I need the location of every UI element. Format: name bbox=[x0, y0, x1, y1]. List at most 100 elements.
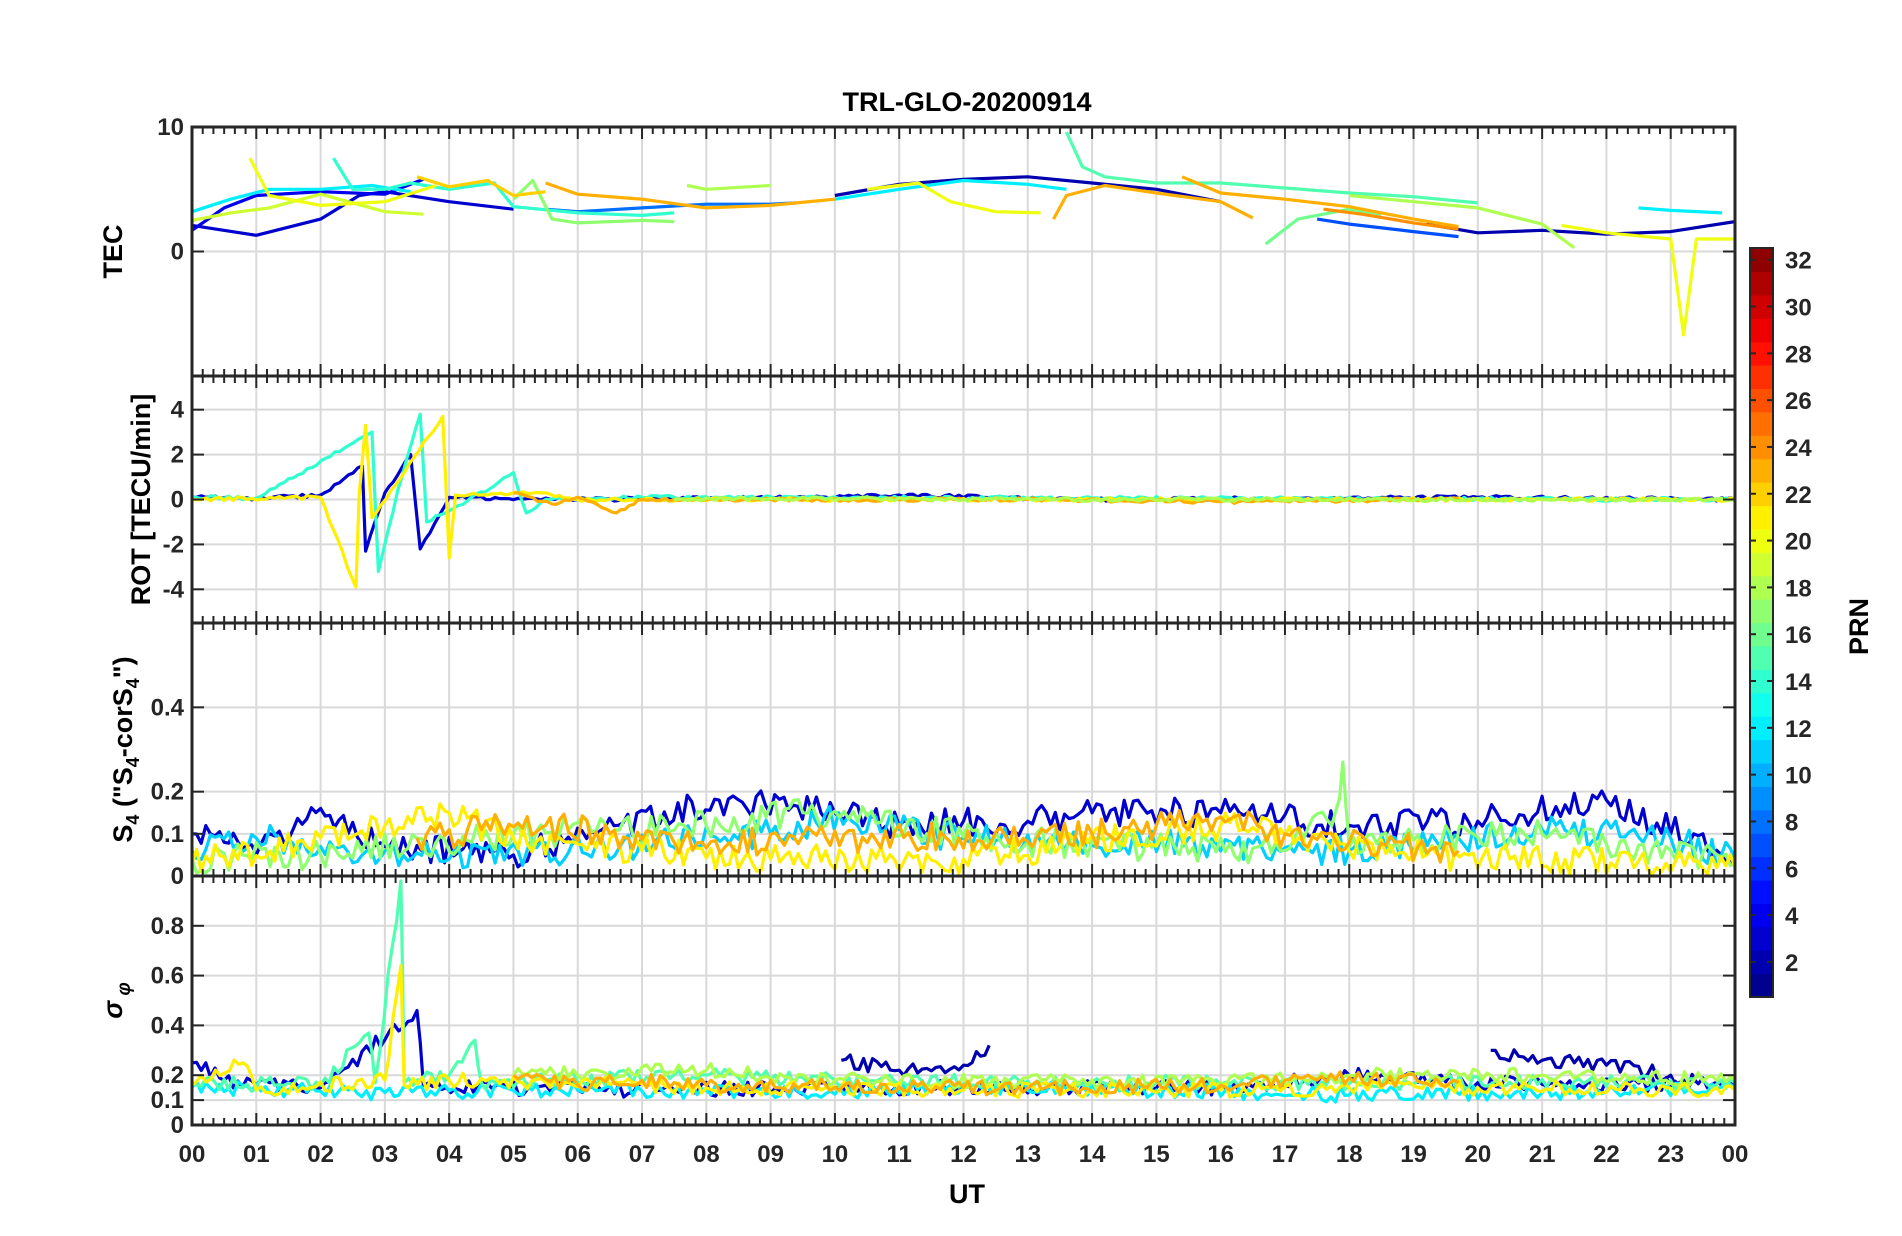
colorbar-swatch bbox=[1750, 903, 1773, 928]
ylabel-part: S bbox=[108, 825, 138, 843]
y-tick-label: 0.1 bbox=[151, 1087, 184, 1114]
colorbar-swatch bbox=[1750, 365, 1773, 390]
series-line-tec-prn-12c bbox=[1638, 206, 1723, 215]
series-line-tec-prn-4 bbox=[192, 177, 424, 232]
ylabel-part: φ bbox=[114, 982, 135, 1001]
series-line-tec-prn-7 bbox=[1316, 217, 1459, 239]
y-tick-label: 0 bbox=[171, 863, 184, 890]
x-tick-label: 09 bbox=[757, 1141, 784, 1168]
x-tick-label: 22 bbox=[1593, 1141, 1620, 1168]
series-line-tec-prn-24 bbox=[1323, 207, 1459, 231]
panel-sigma-ylabel: σ φ bbox=[98, 982, 135, 1019]
ylabel-part: ("S bbox=[108, 767, 138, 814]
panel-sigma: 0.8 0.6 0.4 0.20.10 σ φ bbox=[98, 874, 1737, 1139]
x-tick-label: 08 bbox=[693, 1141, 720, 1168]
panel-sigma-series bbox=[192, 879, 1735, 1104]
colorbar-swatch bbox=[1750, 809, 1773, 834]
series-line-rot-prn-18 bbox=[674, 495, 1735, 503]
colorbar-tick-label: 10 bbox=[1785, 763, 1812, 790]
y-tick-label: 0.1 bbox=[151, 821, 184, 848]
y-tick-label: 0.4 bbox=[151, 694, 185, 721]
colorbar-swatch bbox=[1750, 271, 1773, 296]
panel-tec-series bbox=[192, 131, 1735, 337]
x-tick-label: 19 bbox=[1400, 1141, 1427, 1168]
panel-rot-series bbox=[192, 412, 1735, 589]
series-line-tec-prn-22 bbox=[416, 175, 546, 198]
x-tick-label: 21 bbox=[1529, 1141, 1556, 1168]
colorbar-swatch bbox=[1750, 739, 1773, 764]
series-line-sigma-prn-23 bbox=[512, 1070, 1460, 1097]
panel-tec: 10 0 TEC bbox=[98, 114, 1737, 378]
series-line-s4-prn-23 bbox=[415, 809, 1460, 864]
series-line-tec-prn-20c bbox=[1561, 223, 1735, 337]
x-tick-label: 01 bbox=[243, 1141, 270, 1168]
panel-rot-ylabel: ROT [TECU/min] bbox=[126, 394, 156, 605]
series-line-tec-prn-15 bbox=[1064, 131, 1478, 205]
x-tick-label: 17 bbox=[1272, 1141, 1299, 1168]
series-line-tec-prn-3 bbox=[192, 190, 514, 237]
chart-title: TRL-GLO-20200914 bbox=[842, 87, 1091, 117]
series-line-tec-prn-18b bbox=[1349, 193, 1576, 250]
series-line-s4-prn-3 bbox=[192, 789, 1735, 869]
colorbar-swatch bbox=[1750, 575, 1773, 600]
series-line-tec-prn-14 bbox=[332, 157, 675, 217]
series-line-tec-prn-2b bbox=[1426, 220, 1735, 236]
colorbar-swatch bbox=[1750, 528, 1773, 553]
series-line-tec-prn-20 bbox=[248, 157, 437, 207]
x-tick-label: 11 bbox=[887, 1141, 912, 1168]
series-line-tec-prn-23 bbox=[545, 181, 836, 210]
series-line-tec-prn-12 bbox=[192, 183, 411, 214]
colorbar-tick-label: 22 bbox=[1785, 482, 1812, 509]
y-tick-label: 0 bbox=[171, 487, 184, 514]
y-tick-label: 0.6 bbox=[151, 963, 184, 990]
colorbar-swatch bbox=[1750, 505, 1773, 530]
panel-tec-grid bbox=[192, 127, 1735, 376]
colorbar-tick-label: 20 bbox=[1785, 529, 1812, 556]
colorbar-swatch bbox=[1750, 786, 1773, 811]
series-line-tec-prn-17 bbox=[512, 178, 675, 225]
x-tick-label: 23 bbox=[1657, 1141, 1684, 1168]
x-tick-label: 07 bbox=[629, 1141, 656, 1168]
y-tick-label: 0 bbox=[171, 1112, 184, 1139]
ylabel-part: 4 bbox=[123, 757, 143, 767]
colorbar-tick-label: 26 bbox=[1785, 388, 1812, 415]
x-tick-label: 03 bbox=[372, 1141, 399, 1168]
y-tick-label: -4 bbox=[163, 576, 185, 603]
colorbar-swatch bbox=[1750, 669, 1773, 694]
x-tick-label: 13 bbox=[1014, 1141, 1041, 1168]
colorbar-tick-label: 4 bbox=[1785, 903, 1799, 930]
ylabel-part: ") bbox=[108, 656, 138, 678]
x-tick-label: 04 bbox=[436, 1141, 463, 1168]
colorbar-swatch bbox=[1750, 294, 1773, 319]
ylabel-part: σ bbox=[98, 1000, 128, 1019]
x-tick-label: 10 bbox=[822, 1141, 849, 1168]
x-tick-label: 12 bbox=[950, 1141, 977, 1168]
colorbar-tick-label: 24 bbox=[1785, 435, 1812, 462]
colorbar-tick-label: 14 bbox=[1785, 669, 1812, 696]
y-tick-label: 0.4 bbox=[151, 1012, 185, 1039]
colorbar-swatch bbox=[1750, 318, 1773, 343]
x-tick-label: 16 bbox=[1207, 1141, 1234, 1168]
colorbar-swatch bbox=[1750, 926, 1773, 951]
y-tick-label: 2 bbox=[171, 442, 184, 469]
x-tick-label: 02 bbox=[307, 1141, 334, 1168]
x-tick-label: 05 bbox=[500, 1141, 527, 1168]
x-axis: 00 01 02 03 04 05 06 07 08 09 10 11 12 13 14 15 16 17 18 19… bbox=[179, 1141, 1749, 1168]
x-tick-label: 15 bbox=[1143, 1141, 1170, 1168]
colorbar-swatch bbox=[1750, 856, 1773, 881]
y-tick-label: 0.2 bbox=[151, 779, 184, 806]
colorbar-tick-label: 6 bbox=[1785, 856, 1798, 883]
series-line-tec-prn-16 bbox=[1264, 207, 1382, 246]
colorbar-tick-label: 30 bbox=[1785, 295, 1812, 322]
x-tick-label: 20 bbox=[1464, 1141, 1491, 1168]
colorbar-swatch bbox=[1750, 248, 1773, 273]
series-line-tec-prn-23c bbox=[1181, 175, 1459, 229]
colorbar-swatch bbox=[1750, 879, 1773, 904]
colorbar-swatch bbox=[1750, 762, 1773, 787]
ylabel-part: 4 bbox=[123, 678, 143, 688]
y-tick-label: 0.2 bbox=[151, 1062, 184, 1089]
x-tick-label: 14 bbox=[1079, 1141, 1106, 1168]
